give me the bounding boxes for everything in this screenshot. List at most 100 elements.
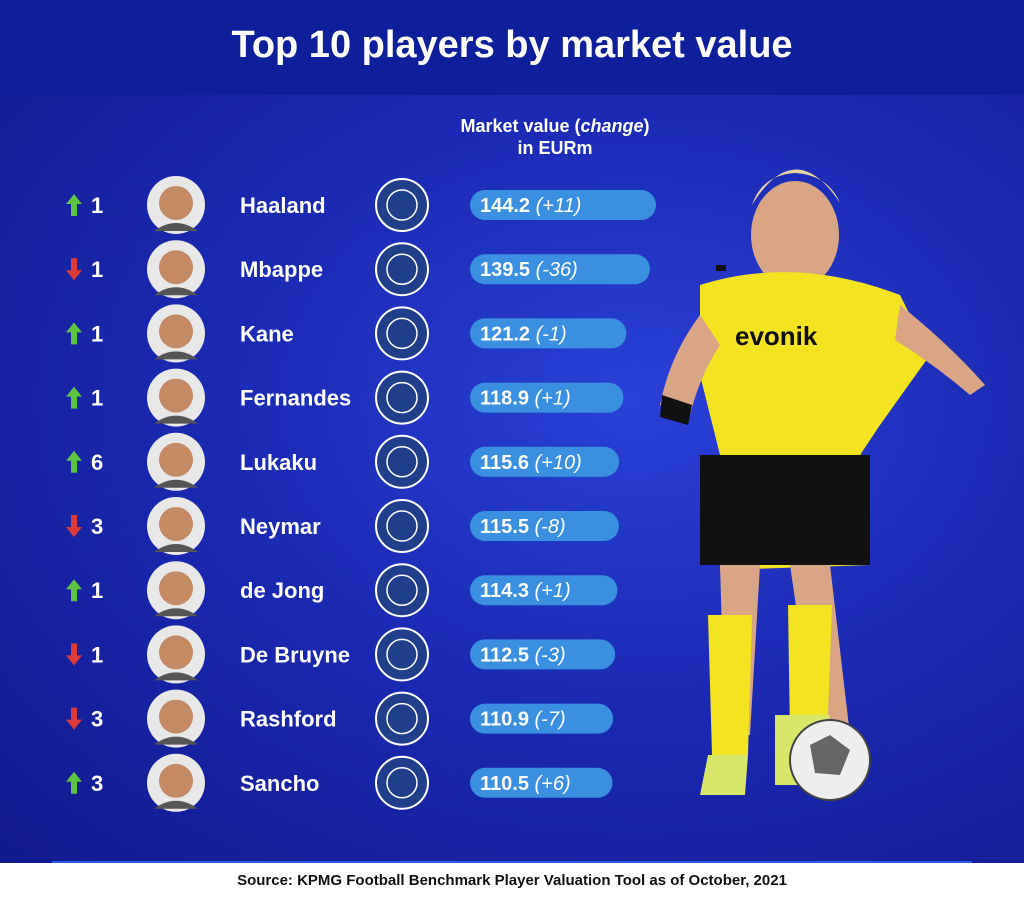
avatar-shoulders-icon [154, 608, 198, 617]
arrow-up-icon [66, 386, 82, 409]
arrow-up-icon [66, 322, 82, 345]
club-crest-ring-icon [386, 702, 418, 735]
arrow-up-icon [66, 450, 82, 473]
value-label: 144.2 (+11) [480, 195, 581, 217]
value-bar [470, 767, 613, 798]
club-crest-icon [375, 755, 429, 810]
club-crest-ring-icon [386, 510, 418, 542]
rank-change-label: 1 [91, 642, 103, 667]
value-header-unit: in EURm [517, 138, 593, 158]
value-header-part-c: ) [643, 116, 650, 136]
rank-change-label: 1 [91, 578, 103, 603]
player-name: Lukaku [240, 450, 317, 475]
player-row: 1 De Bruyne 112.5 (-3) [66, 625, 616, 684]
club-crest-icon [375, 499, 429, 553]
value-header-change-word: change [580, 116, 644, 136]
value-change: (-8) [535, 516, 566, 538]
player-row: 3 Sancho 110.5 (+6) [66, 753, 613, 812]
avatar-shoulders-icon [154, 287, 198, 296]
club-crest-ring-icon [386, 767, 418, 799]
arrow-up-icon [66, 194, 82, 216]
value-label: 121.2 (-1) [480, 323, 567, 345]
rank-change-label: 1 [91, 386, 103, 411]
value-label: 110.5 (+6) [480, 773, 571, 795]
club-crest-ring-icon [386, 189, 418, 221]
club-crest-icon [375, 370, 429, 425]
value-number: 144.2 [480, 195, 536, 217]
avatar-shoulders-icon [154, 479, 198, 488]
player-row: 1 Fernandes 118.9 (+1) [66, 368, 624, 427]
value-change: (+1) [535, 388, 571, 410]
rank-change-label: 3 [91, 771, 103, 796]
value-bar [470, 575, 618, 606]
club-crest-ring-icon [386, 253, 418, 285]
club-crest-ring-icon [386, 381, 418, 414]
value-bar [470, 639, 616, 670]
rank-change-label: 1 [91, 257, 103, 282]
avatar-face-icon [159, 442, 193, 477]
value-bar [470, 446, 620, 477]
value-label: 115.5 (-8) [480, 516, 566, 538]
player-name: De Bruyne [240, 642, 350, 667]
club-crest-icon [375, 691, 429, 746]
value-column-header: Market value (change) in EURm [430, 115, 680, 159]
value-change: (+10) [535, 452, 582, 474]
avatar-face-icon [159, 186, 193, 220]
avatar-shoulders-icon [154, 736, 198, 745]
value-number: 112.5 [480, 644, 535, 666]
player-name: Fernandes [240, 386, 351, 411]
club-crest-icon [375, 434, 429, 489]
source-note: Source: KPMG Football Benchmark Player V… [237, 872, 787, 889]
avatar-shoulders-icon [154, 223, 198, 231]
value-change: (-1) [536, 323, 567, 345]
rank-change-label: 6 [91, 450, 103, 475]
club-crest-ring-icon [386, 574, 418, 606]
value-number: 118.9 [480, 388, 535, 410]
avatar-face-icon [159, 314, 193, 349]
player-photo-figure: evonik [660, 169, 985, 801]
arrow-down-icon [66, 643, 82, 666]
arrow-down-icon [66, 258, 82, 281]
avatar-face-icon [159, 763, 193, 798]
value-number: 115.5 [480, 516, 535, 538]
player-row: 1 Kane 121.2 (-1) [66, 304, 627, 363]
avatar-shoulders-icon [154, 351, 198, 360]
avatar-shoulders-icon [154, 544, 198, 552]
avatar-face-icon [159, 250, 193, 285]
value-header-part-a: Market value ( [460, 116, 581, 136]
avatar-shoulders-icon [154, 672, 198, 681]
value-label: 110.9 (-7) [480, 709, 566, 731]
value-bar [470, 703, 614, 734]
value-label: 114.3 (+1) [480, 580, 571, 602]
player-row: 1 de Jong 114.3 (+1) [66, 561, 618, 620]
club-crest-ring-icon [386, 638, 418, 671]
value-bar [470, 318, 627, 349]
avatar-shoulders-icon [154, 415, 198, 424]
avatar-face-icon [159, 507, 193, 541]
player-name: Sancho [240, 771, 319, 796]
value-change: (-36) [536, 259, 578, 281]
value-bar [470, 254, 650, 285]
value-number: 139.5 [480, 259, 536, 281]
value-change: (+6) [535, 773, 571, 795]
value-number: 110.9 [480, 709, 535, 731]
player-row: 1 Haaland 144.2 (+11) [66, 176, 657, 234]
value-label: 112.5 (-3) [480, 644, 566, 666]
value-bar [470, 511, 619, 541]
value-number: 114.3 [480, 580, 535, 602]
club-crest-icon [375, 178, 429, 232]
player-row: 1 Mbappe 139.5 (-36) [66, 240, 650, 299]
rank-change-label: 1 [91, 193, 103, 218]
arrow-down-icon [66, 707, 82, 730]
divider-line [52, 861, 972, 863]
player-row: 6 Lukaku 115.6 (+10) [66, 432, 620, 491]
value-label: 118.9 (+1) [480, 388, 571, 410]
player-name: Mbappe [240, 257, 323, 282]
arrow-up-icon [66, 771, 82, 794]
player-row: 3 Neymar 115.5 (-8) [66, 497, 619, 555]
avatar-face-icon [159, 571, 193, 606]
value-number: 121.2 [480, 323, 536, 345]
avatar-face-icon [159, 635, 193, 670]
value-number: 110.5 [480, 773, 535, 795]
club-crest-ring-icon [386, 317, 418, 350]
